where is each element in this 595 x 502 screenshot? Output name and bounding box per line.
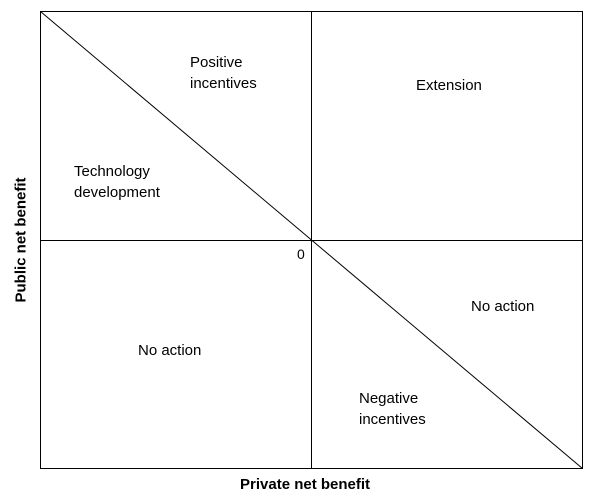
origin-label: 0	[297, 246, 305, 262]
label-negative-incentives-line2: incentives	[359, 411, 426, 428]
label-no-action-left: No action	[138, 340, 201, 361]
label-negative-incentives-line1: Negative	[359, 390, 419, 407]
label-extension: Extension	[416, 75, 482, 96]
label-no-action-left-line1: No action	[138, 342, 202, 359]
label-positive-incentives: Positive incentives	[190, 52, 257, 94]
label-technology-development-line1: Technology	[74, 163, 150, 180]
x-axis-label: Private net benefit	[240, 476, 371, 493]
label-positive-incentives-line2: incentives	[190, 75, 257, 92]
label-technology-development: Technology development	[74, 161, 160, 203]
y-axis-label: Public net benefit	[12, 177, 30, 303]
diagonal-boundary-line	[40, 11, 583, 469]
label-negative-incentives: Negative incentives	[359, 388, 426, 430]
label-no-action-right: No action	[471, 296, 534, 317]
label-technology-development-line2: development	[74, 184, 160, 201]
label-no-action-right-line1: No action	[471, 298, 535, 315]
label-extension-line1: Extension	[416, 77, 482, 94]
label-positive-incentives-line1: Positive	[190, 54, 243, 71]
